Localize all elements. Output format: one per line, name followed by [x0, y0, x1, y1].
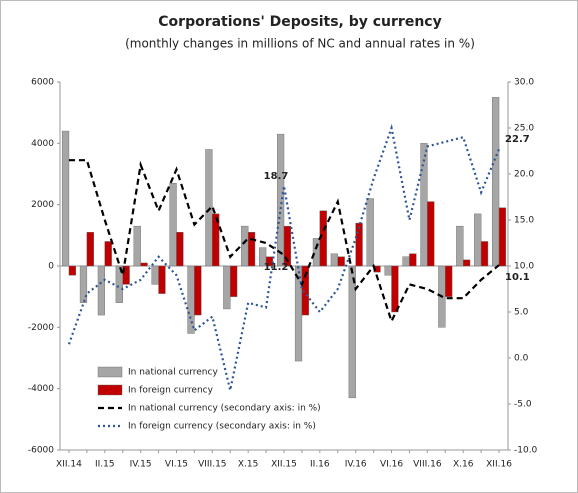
data-label: 22.7	[505, 134, 530, 145]
bar	[212, 213, 220, 267]
bar	[391, 265, 399, 313]
chart-title: Corporations' Deposits, by currency	[158, 14, 441, 30]
legend-label: In foreign currency (secondary axis: in …	[128, 422, 316, 432]
y-tick-label: 2000	[31, 200, 54, 210]
bar	[140, 262, 148, 267]
bar	[61, 130, 70, 267]
bar	[169, 182, 177, 267]
bar	[480, 241, 489, 267]
x-tick-label: II.16	[310, 460, 330, 470]
y-tick-label: 6000	[31, 78, 54, 88]
bar	[276, 133, 285, 267]
x-tick-label: XII.14	[56, 460, 82, 470]
x-tick-label: IV.16	[345, 460, 367, 470]
x-tick-label: VI.16	[380, 460, 403, 470]
data-label: 11.2	[264, 262, 289, 273]
line	[67, 123, 501, 391]
y2-tick-label: 10.0	[514, 262, 534, 272]
y2-tick-label: 30.0	[514, 78, 534, 88]
bar	[456, 225, 464, 267]
bar	[355, 222, 363, 267]
bar	[176, 232, 184, 267]
x-tick-label: VIII.15	[198, 460, 226, 470]
bar	[194, 265, 202, 316]
legend-label: In national currency	[128, 368, 218, 378]
bar	[247, 232, 256, 267]
bar	[498, 207, 507, 267]
bar	[463, 259, 471, 267]
bar	[312, 238, 321, 267]
bar	[301, 265, 309, 316]
y2-tick-label: -10.0	[514, 446, 538, 456]
bar	[294, 265, 303, 362]
bar	[427, 201, 435, 267]
bar	[241, 225, 249, 267]
y-tick-label: 4000	[31, 139, 54, 149]
x-tick-label: X.15	[238, 460, 258, 470]
bar	[445, 265, 453, 297]
bar	[348, 265, 356, 399]
bar	[205, 149, 213, 267]
y-tick-label: -4000	[28, 384, 54, 394]
y2-tick-label: -5.0	[514, 400, 532, 410]
bar	[79, 265, 88, 303]
bar	[330, 253, 338, 267]
x-tick-label: VI.15	[165, 460, 188, 470]
y2-tick-label: 5.0	[514, 308, 529, 318]
bar	[492, 97, 500, 267]
bar	[230, 265, 238, 297]
legend-swatch	[97, 384, 123, 396]
x-tick-label: VIII.16	[413, 460, 442, 470]
y2-tick-label: 0.0	[514, 354, 529, 364]
x-tick-label: IV.15	[130, 460, 152, 470]
legend-swatch	[97, 366, 123, 378]
data-label: 10.1	[505, 272, 530, 283]
y2-tick-label: 15.0	[514, 216, 534, 226]
bar	[151, 265, 159, 285]
bar	[420, 143, 428, 267]
bar	[122, 265, 130, 285]
y2-tick-label: 25.0	[514, 124, 534, 134]
bar	[337, 256, 345, 267]
legend-label: In foreign currency	[128, 386, 214, 396]
x-tick-label: XII.15	[271, 460, 297, 470]
y-tick-label: -2000	[28, 323, 54, 333]
x-tick-label: X.16	[453, 460, 474, 470]
bar	[474, 213, 482, 267]
line	[68, 159, 500, 325]
bar	[104, 241, 112, 267]
bar	[283, 225, 292, 267]
x-tick-label: II.15	[95, 460, 115, 470]
bar	[384, 265, 392, 276]
bar	[223, 265, 231, 310]
y-tick-label: -6000	[28, 446, 54, 456]
data-label: 18.7	[264, 171, 289, 182]
bar	[86, 232, 94, 267]
y-tick-label: 0	[48, 262, 54, 272]
bar	[68, 265, 76, 276]
bar	[133, 225, 141, 267]
bar	[265, 256, 274, 267]
legend-label: In national currency (secondary axis: in…	[128, 404, 321, 414]
bar	[366, 198, 374, 267]
bar	[97, 265, 106, 316]
x-tick-label: XII.16	[486, 460, 512, 470]
bar	[158, 265, 166, 294]
bar	[409, 253, 417, 267]
y2-tick-label: 20.0	[514, 170, 534, 180]
chart-subtitle: (monthly changes in millions of NC and a…	[125, 37, 475, 51]
bar	[402, 256, 410, 267]
